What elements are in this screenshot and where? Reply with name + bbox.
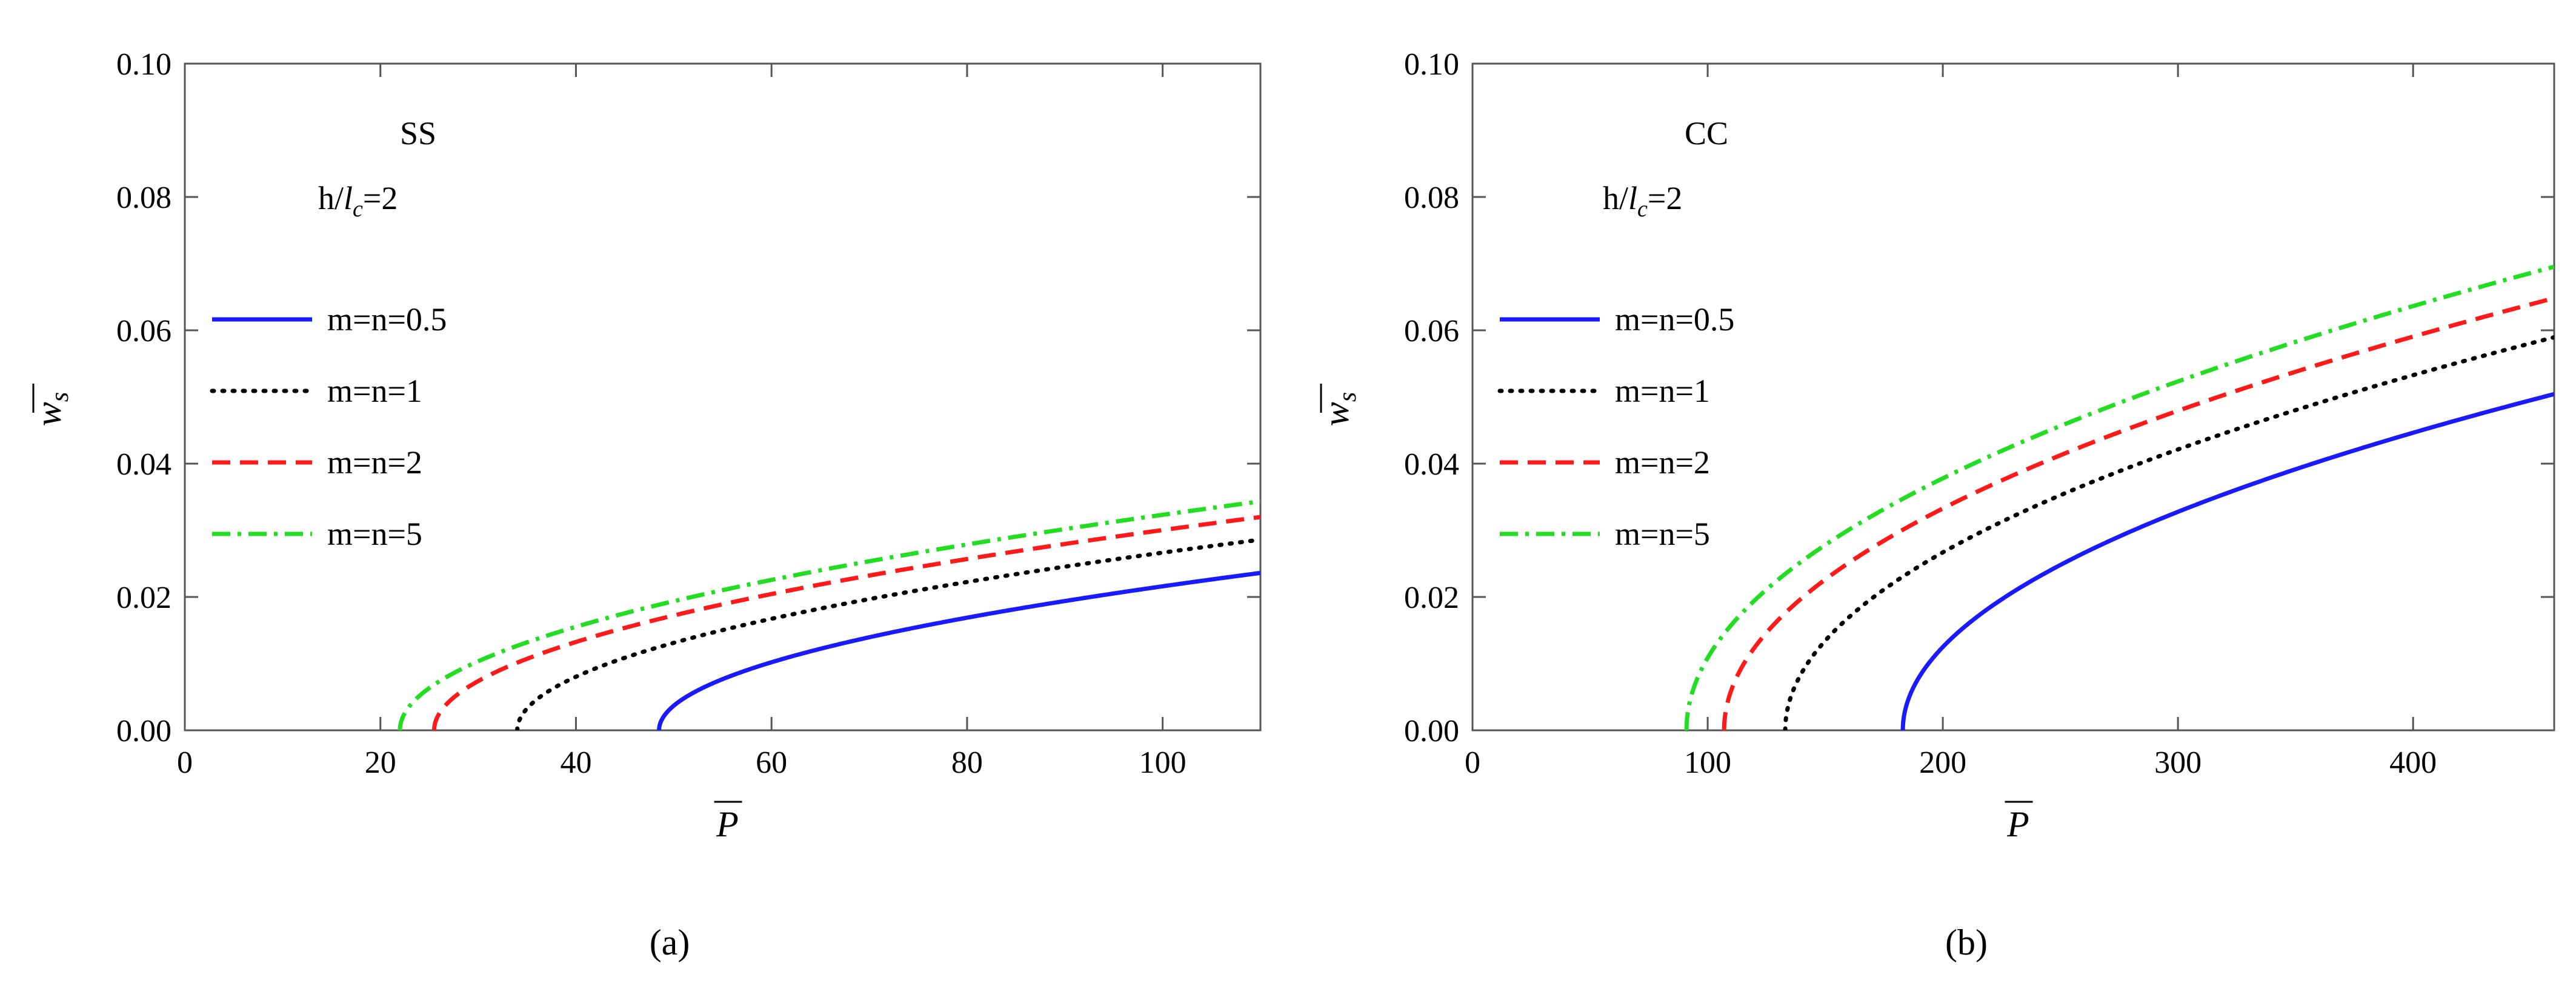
ratio-sub: c [353, 196, 363, 222]
series-line-m-n-2 [431, 515, 1260, 730]
y-axis-title: ws [28, 392, 74, 426]
ratio-prefix: h/ [318, 180, 344, 216]
legend-label: m=n=2 [327, 444, 422, 481]
legend-label: m=n=0.5 [1615, 301, 1734, 338]
thickness-ratio-label: h/lc=2 [318, 180, 398, 222]
panel-caption: (a) [650, 922, 690, 962]
y-axis-title-sub: s [46, 392, 74, 402]
ratio-var: l [344, 180, 353, 216]
plot-frame [1471, 62, 2555, 732]
x-axis-title: P [716, 804, 739, 844]
ratio-prefix: h/ [1603, 180, 1628, 216]
y-tick-label: 0.06 [1404, 314, 1459, 348]
legend-label: m=n=0.5 [327, 301, 447, 338]
y-tick-label: 0.02 [1404, 581, 1459, 615]
y-tick-label: 0.08 [116, 181, 171, 215]
x-tick-label: 100 [1684, 745, 1731, 780]
x-tick-label: 200 [1919, 745, 1966, 780]
legend-label: m=n=1 [327, 373, 422, 409]
chart-panel-a: 0 20 40 60 80 100 0.00 0.02 0.04 0.06 0.08 0.10 m=n=… [28, 47, 1262, 962]
y-tick-label: 0.10 [116, 47, 171, 82]
plot-frame [184, 62, 1262, 732]
chart-panel-b: 0 100 200 300 400 0.00 0.02 0.04 0.06 0.08 0.10 m=n… [1316, 47, 2555, 962]
x-tick-label: 80 [951, 745, 983, 780]
ratio-suffix: =2 [363, 180, 398, 216]
series-line-m-n-1 [1783, 335, 2554, 730]
ratio-sub: c [1637, 196, 1648, 222]
y-tick-label: 0.00 [1404, 714, 1459, 748]
legend-label: m=n=2 [1615, 444, 1710, 481]
series-line-m-n-0-5 [657, 570, 1260, 730]
ratio-suffix: =2 [1648, 180, 1682, 216]
x-tick-label: 40 [560, 745, 591, 780]
x-tick-label: 400 [2389, 745, 2437, 780]
series-line-m-n-1 [515, 537, 1260, 730]
series-line-m-n-2 [1722, 296, 2554, 730]
series-line-m-n-5 [398, 499, 1260, 730]
y-tick-label: 0.00 [116, 714, 171, 748]
ratio-var: l [1628, 180, 1637, 216]
x-tick-label: 100 [1139, 745, 1186, 780]
x-tick-label: 300 [2154, 745, 2202, 780]
series-line-m-n-0-5 [1900, 392, 2554, 730]
y-axis-title-base: w [1316, 402, 1356, 426]
y-axis-title-sub: s [1334, 392, 1362, 402]
thickness-ratio-label: h/lc=2 [1603, 180, 1682, 222]
y-tick-label: 0.04 [116, 447, 171, 482]
y-axis-title-base: w [28, 402, 68, 426]
y-tick-label: 0.06 [116, 314, 171, 348]
boundary-condition-label: CC [1685, 115, 1728, 152]
y-tick-label: 0.08 [1404, 181, 1459, 215]
boundary-condition-label: SS [400, 115, 436, 152]
y-tick-label: 0.04 [1404, 447, 1459, 482]
legend-label: m=n=5 [327, 516, 422, 552]
y-axis-title: ws [1316, 392, 1362, 426]
x-tick-label: 60 [756, 745, 787, 780]
y-tick-label: 0.10 [1404, 47, 1459, 82]
y-tick-label: 0.02 [116, 581, 171, 615]
x-tick-label: 20 [365, 745, 396, 780]
x-axis-title: P [2006, 804, 2029, 844]
x-tick-label: 0 [177, 745, 193, 780]
x-tick-label: 0 [1465, 745, 1480, 780]
legend-label: m=n=5 [1615, 516, 1710, 552]
series-line-m-n-5 [1684, 264, 2554, 730]
legend-label: m=n=1 [1615, 373, 1710, 409]
panel-caption: (b) [1945, 922, 1988, 962]
